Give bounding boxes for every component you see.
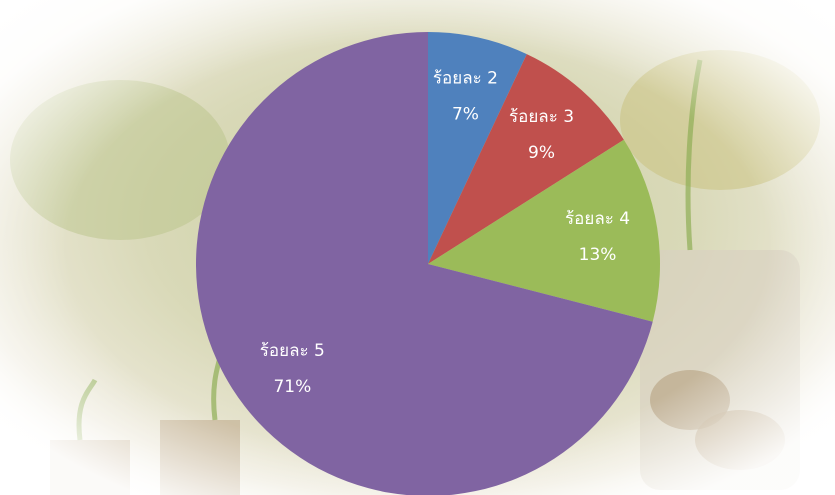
slice-value-label: 71%	[273, 377, 311, 397]
slice-category-label: ร้อยละ 5	[260, 341, 325, 361]
slice-value-label: 9%	[528, 143, 555, 163]
slice-value-label: 7%	[452, 104, 479, 124]
chart: ร้อยละ 2 7% ร้อยละ 3 9% ร้อยละ 4 13% ร้อยละ 5 7…	[0, 0, 835, 495]
page: {"chart_data": {"type": "pie", "categori…	[0, 0, 835, 495]
slice-category-label: ร้อยละ 3	[509, 107, 574, 127]
slice-category-label: ร้อยละ 2	[433, 68, 498, 88]
slice-value-label: 13%	[579, 245, 617, 265]
slice-category-label: ร้อยละ 4	[565, 209, 630, 229]
